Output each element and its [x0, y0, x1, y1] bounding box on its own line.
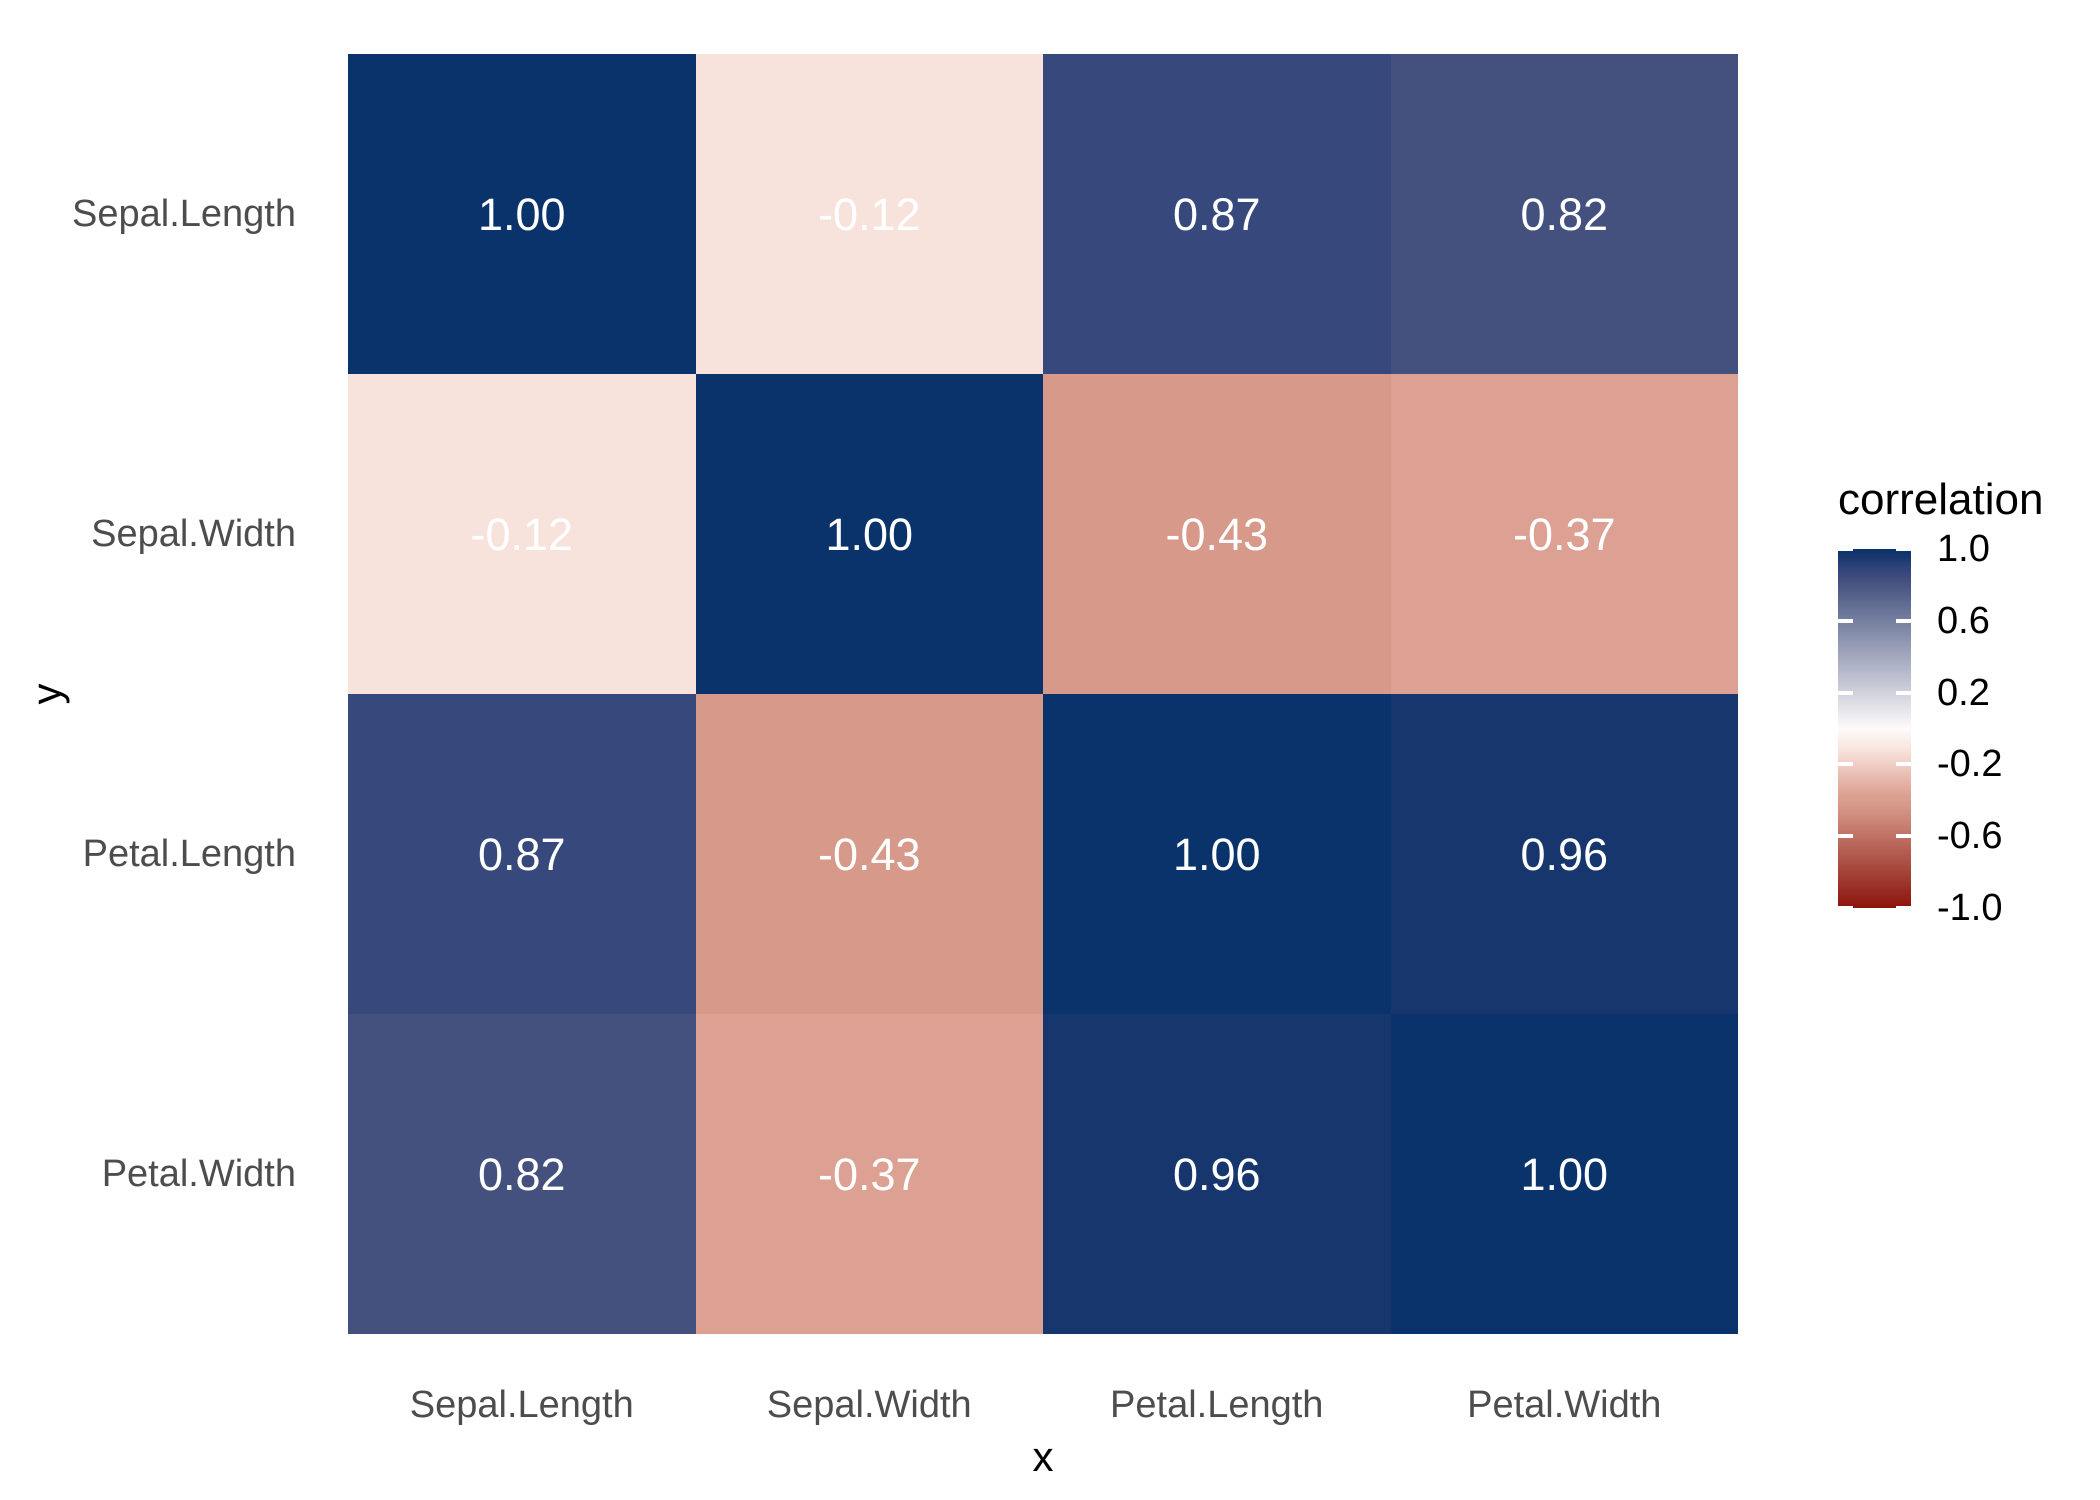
colorbar-tick-mark [1896, 549, 1911, 551]
y-tick-label: Petal.Length [82, 833, 296, 875]
heatmap-cell: -0.43 [695, 694, 1043, 1014]
colorbar-tick-mark [1838, 762, 1853, 767]
x-tick-label: Petal.Width [1467, 1384, 1662, 1426]
colorbar-tick-mark [1896, 618, 1911, 623]
colorbar-tick-mark [1896, 690, 1911, 695]
heatmap-cell: -0.37 [1390, 374, 1738, 694]
y-tick-label: Sepal.Width [91, 513, 296, 555]
y-tick-label: Petal.Width [101, 1153, 296, 1195]
y-axis-title: y [23, 683, 70, 705]
heatmap-cell: 0.87 [1043, 54, 1391, 374]
colorbar-tick-mark [1838, 618, 1853, 623]
y-axis-tick-labels: Sepal.Length Sepal.Width Petal.Length Pe… [0, 54, 296, 1334]
x-tick-label: Sepal.Length [409, 1384, 634, 1426]
colorbar-tick-mark [1838, 834, 1853, 839]
legend-tick-label: -1.0 [1937, 887, 2003, 929]
y-tick-label: Sepal.Length [72, 193, 296, 235]
colorbar-tick-mark [1896, 906, 1911, 908]
heatmap-cell: -0.43 [1043, 374, 1391, 694]
heatmap-cell: 1.00 [1390, 1014, 1738, 1334]
heatmap-cell: -0.12 [695, 54, 1043, 374]
colorbar-tick-mark [1896, 762, 1911, 767]
heatmap-cell: 0.82 [348, 1014, 696, 1334]
legend-colorbar [1838, 549, 1911, 908]
heatmap-cell: 0.82 [1390, 54, 1738, 374]
heatmap-cell: -0.37 [695, 1014, 1043, 1334]
colorbar-tick-mark [1896, 834, 1911, 839]
heatmap-cell: 1.00 [348, 54, 696, 374]
legend-tick-label: 0.2 [1937, 671, 1990, 714]
heatmap-cell: 0.96 [1390, 694, 1738, 1014]
heatmap-cell: 1.00 [1043, 694, 1391, 1014]
x-tick-label: Petal.Length [1110, 1384, 1324, 1426]
heatmap-cell: -0.12 [348, 374, 696, 694]
x-tick-label: Sepal.Width [766, 1384, 972, 1426]
colorbar-tick-mark [1838, 906, 1853, 908]
legend-tick-label: -0.6 [1937, 815, 2003, 858]
x-axis-tick-labels: Sepal.Length Sepal.Width Petal.Length Pe… [348, 1374, 1738, 1436]
colorbar-tick-mark [1838, 549, 1853, 551]
heatmap-cell: 0.87 [348, 694, 696, 1014]
legend-tick-label: -0.2 [1937, 743, 2003, 786]
legend-title: correlation [1838, 475, 2044, 524]
colorbar-tick-mark [1838, 690, 1853, 695]
heatmap-panel: 1.00 -0.12 0.87 0.82 -0.12 1.00 -0.43 -0… [348, 54, 1738, 1334]
heatmap-cell: 0.96 [1043, 1014, 1391, 1334]
legend-tick-label: 0.6 [1937, 599, 1990, 642]
heatmap-cell: 1.00 [695, 374, 1043, 694]
x-axis-title: x [1032, 1433, 1054, 1480]
legend-tick-labels: 1.0 0.6 0.2 -0.2 -0.6 -1.0 [1937, 530, 2087, 927]
legend-tick-label: 1.0 [1937, 528, 1990, 570]
